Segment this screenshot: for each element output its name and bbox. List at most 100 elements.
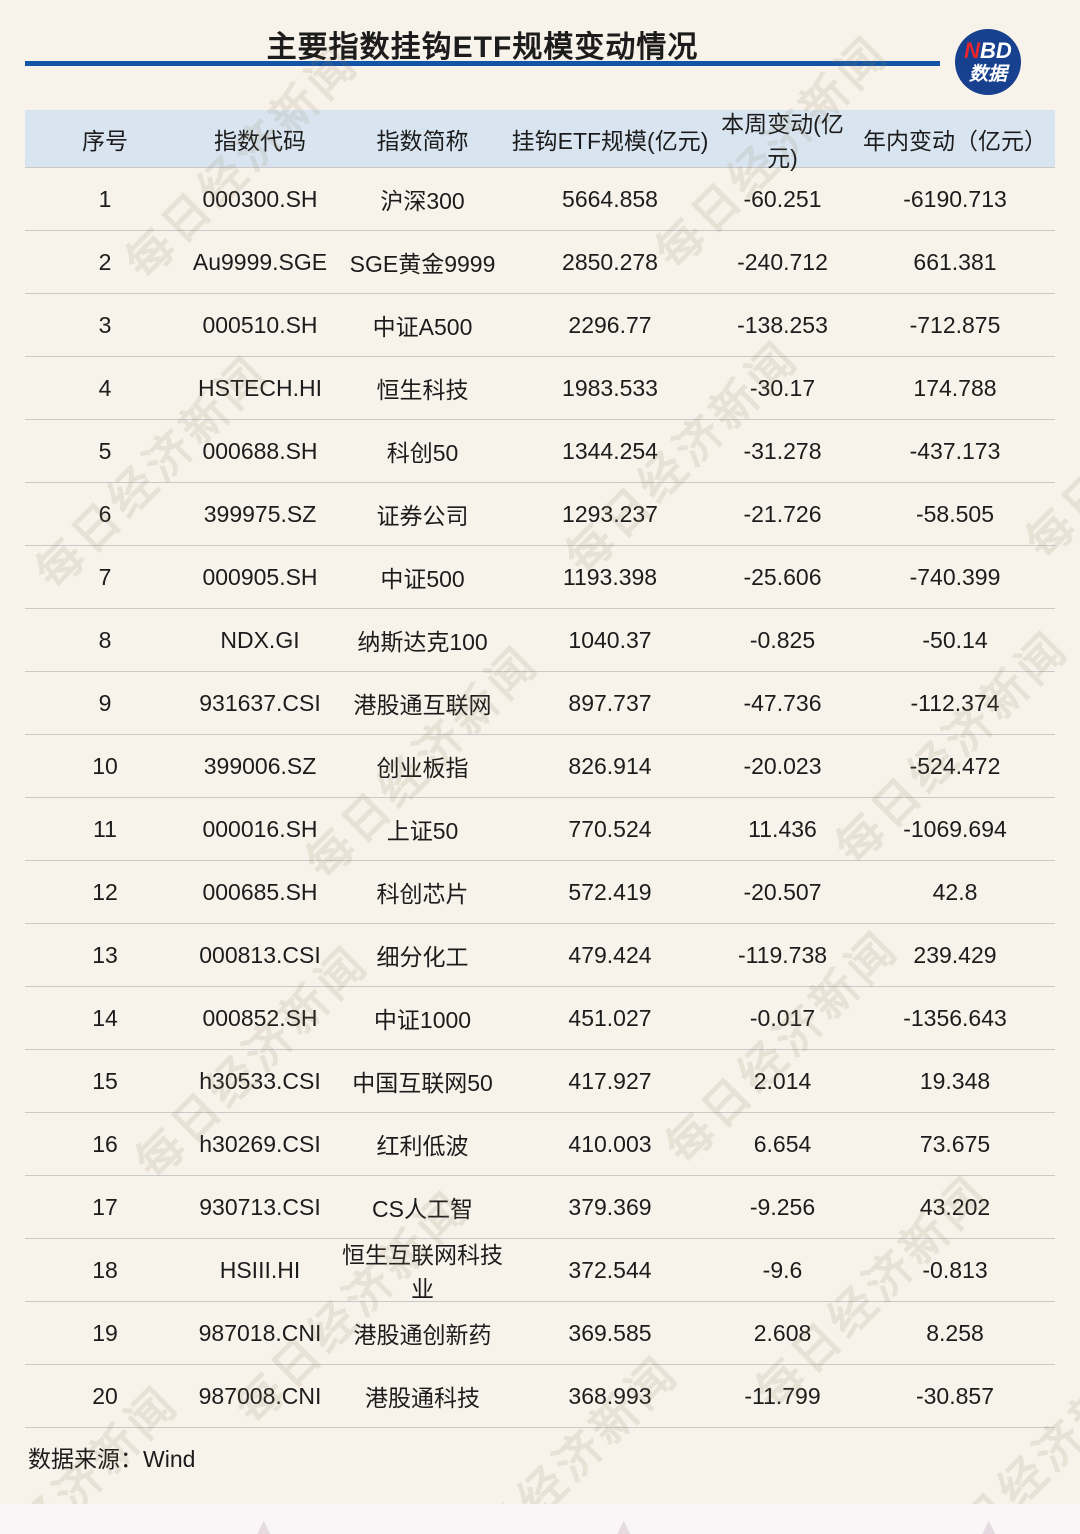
cell-name: 上证50 <box>386 818 459 844</box>
cell-ytd-change: -0.813 <box>922 1256 988 1283</box>
table-row: 16 h30269.CSI 红利低波 410.003 6.654 73.675 <box>25 1113 1055 1176</box>
cell-index: 10 <box>92 752 118 779</box>
cell-name: 恒生互联网科技业 <box>342 1242 503 1302</box>
cell-ytd-change: -437.173 <box>909 437 1001 464</box>
table-row: 15 h30533.CSI 中国互联网50 417.927 2.014 19.348 <box>25 1050 1055 1113</box>
table-row: 17 930713.CSI CS人工智 379.369 -9.256 43.202 <box>25 1176 1055 1239</box>
cell-index: 4 <box>98 374 112 401</box>
cell-week-change: -47.736 <box>743 689 822 716</box>
cell-week-change: -60.251 <box>743 185 822 212</box>
table-row: 18 HSIII.HI 恒生互联网科技业 372.544 -9.6 -0.813 <box>25 1239 1055 1302</box>
cell-index: 15 <box>92 1067 118 1094</box>
cell-scale: 372.544 <box>568 1256 652 1283</box>
cell-scale: 572.419 <box>568 878 652 905</box>
logo-letters-bd: BD <box>980 38 1012 63</box>
cell-scale: 1983.533 <box>562 374 658 401</box>
cell-name: 中国互联网50 <box>352 1070 493 1096</box>
triangle-watermark-icon: ▲ <box>600 1507 648 1534</box>
cell-index: 6 <box>98 500 112 527</box>
table-body: 1 000300.SH 沪深300 5664.858 -60.251 -6190.713 2… <box>25 168 1055 1428</box>
cell-name: 科创50 <box>386 440 459 466</box>
cell-week-change: 2.014 <box>753 1067 812 1094</box>
cell-ytd-change: -1356.643 <box>903 1004 1007 1031</box>
cell-code: 000300.SH <box>202 185 318 212</box>
page-header: 主要指数挂钩ETF规模变动情况 NBD 数据 <box>0 0 1080 110</box>
cell-code: NDX.GI <box>220 626 300 653</box>
cell-scale: 2296.77 <box>568 311 652 338</box>
cell-index: 8 <box>98 626 112 653</box>
cell-week-change: -25.606 <box>743 563 822 590</box>
nbd-logo-text: NBD <box>964 40 1012 62</box>
cell-week-change: 2.608 <box>753 1319 812 1346</box>
cell-scale: 410.003 <box>568 1130 652 1157</box>
table-row: 5 000688.SH 科创50 1344.254 -31.278 -437.173 <box>25 420 1055 483</box>
cell-ytd-change: -50.14 <box>922 626 988 653</box>
logo-letter-n: N <box>964 38 981 63</box>
cell-code: 987008.CNI <box>198 1382 322 1409</box>
cell-ytd-change: -30.857 <box>915 1382 994 1409</box>
cell-week-change: -30.17 <box>749 374 816 401</box>
cell-ytd-change: -524.472 <box>909 752 1001 779</box>
cell-ytd-change: -712.875 <box>909 311 1001 338</box>
cell-name: 中证1000 <box>373 1007 472 1033</box>
table-row: 11 000016.SH 上证50 770.524 11.436 -1069.694 <box>25 798 1055 861</box>
triangle-watermark-icon: ▲ <box>965 1507 1013 1534</box>
triangle-watermark-icon: ▲ <box>240 1507 288 1534</box>
column-header: 年内变动（亿元） <box>863 127 1047 154</box>
cell-week-change: -31.278 <box>743 437 822 464</box>
bottom-strip: ▲ ▲ ▲ <box>0 1504 1080 1534</box>
table-row: 13 000813.CSI 细分化工 479.424 -119.738 239.429 <box>25 924 1055 987</box>
cell-ytd-change: -112.374 <box>910 689 1000 716</box>
cell-index: 7 <box>98 563 112 590</box>
cell-ytd-change: 239.429 <box>913 941 997 968</box>
cell-index: 19 <box>92 1319 118 1346</box>
cell-name: 恒生科技 <box>376 377 469 403</box>
cell-scale: 1193.398 <box>562 563 658 590</box>
cell-index: 5 <box>98 437 112 464</box>
logo-subtitle: 数据 <box>968 64 1007 85</box>
cell-name: 港股通创新药 <box>353 1322 492 1348</box>
cell-code: 930713.CSI <box>199 1193 321 1220</box>
cell-name: 科创芯片 <box>376 881 469 907</box>
cell-scale: 379.369 <box>568 1193 652 1220</box>
cell-code: HSTECH.HI <box>198 374 322 401</box>
cell-name: SGE黄金9999 <box>349 251 496 277</box>
table-row: 12 000685.SH 科创芯片 572.419 -20.507 42.8 <box>25 861 1055 924</box>
cell-name: 细分化工 <box>376 944 469 970</box>
cell-week-change: 6.654 <box>753 1130 812 1157</box>
column-header: 本周变动(亿元) <box>721 110 844 171</box>
cell-week-change: -20.507 <box>743 878 822 905</box>
cell-name: 中证A500 <box>372 314 473 340</box>
cell-index: 18 <box>92 1256 118 1283</box>
cell-ytd-change: 42.8 <box>932 878 978 905</box>
cell-scale: 1293.237 <box>562 500 658 527</box>
table-row: 3 000510.SH 中证A500 2296.77 -138.253 -712.875 <box>25 294 1055 357</box>
cell-ytd-change: 73.675 <box>919 1130 991 1157</box>
table-row: 2 Au9999.SGE SGE黄金9999 2850.278 -240.712 661.… <box>25 231 1055 294</box>
cell-name: 沪深300 <box>380 188 465 214</box>
cell-week-change: -138.253 <box>737 311 828 338</box>
data-source: 数据来源：Wind <box>28 1446 196 1472</box>
cell-week-change: -0.825 <box>749 626 816 653</box>
cell-name: 中证500 <box>380 566 465 592</box>
cell-ytd-change: -58.505 <box>915 500 994 527</box>
cell-code: 000688.SH <box>202 437 318 464</box>
cell-index: 16 <box>92 1130 118 1157</box>
cell-index: 3 <box>98 311 112 338</box>
cell-code: 000016.SH <box>202 815 318 842</box>
cell-index: 11 <box>93 815 117 842</box>
cell-code: 000905.SH <box>202 563 318 590</box>
cell-name: 创业板指 <box>376 755 469 781</box>
cell-ytd-change: -6190.713 <box>903 185 1007 212</box>
cell-week-change: -11.799 <box>744 1382 821 1409</box>
cell-code: h30269.CSI <box>199 1130 321 1157</box>
cell-scale: 417.927 <box>568 1067 652 1094</box>
cell-scale: 368.993 <box>568 1382 652 1409</box>
table-row: 9 931637.CSI 港股通互联网 897.737 -47.736 -112.374 <box>25 672 1055 735</box>
cell-week-change: 11.436 <box>748 815 817 842</box>
cell-index: 14 <box>92 1004 118 1031</box>
cell-code: 931637.CSI <box>199 689 321 716</box>
column-header: 指数简称 <box>376 127 469 154</box>
cell-index: 20 <box>92 1382 118 1409</box>
cell-name: 红利低波 <box>376 1133 469 1159</box>
